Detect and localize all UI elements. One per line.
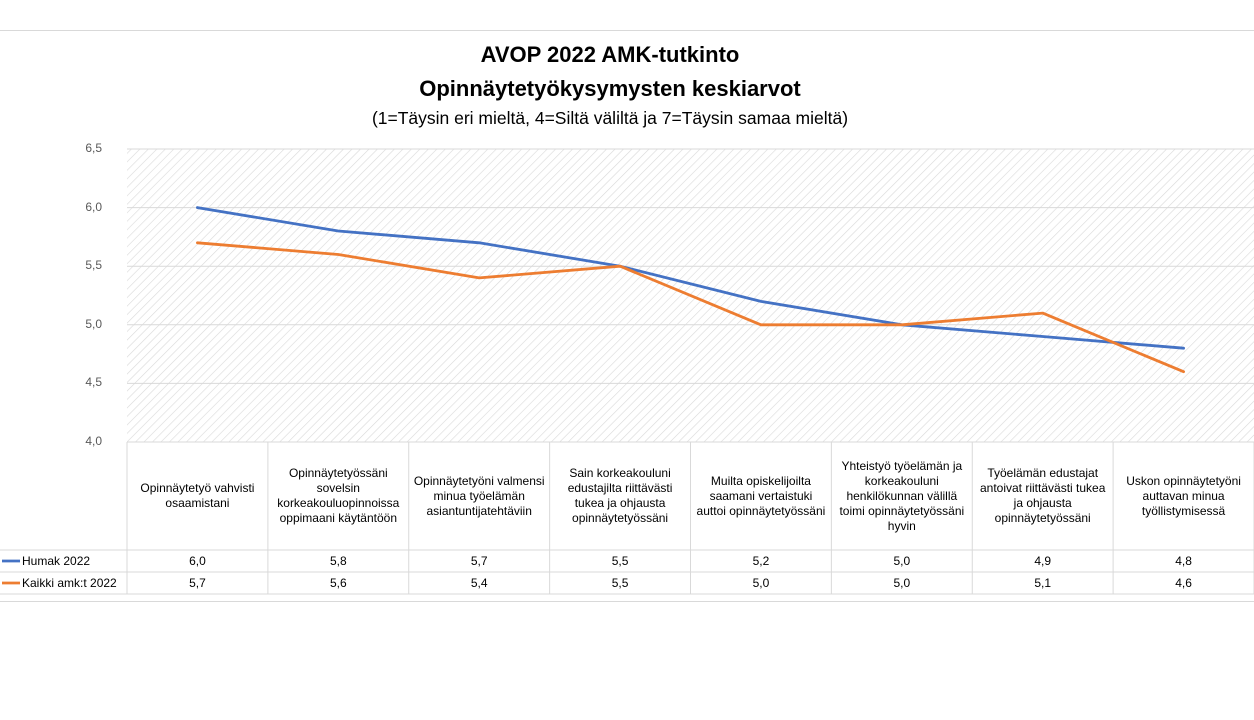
y-tick-label: 4,5 <box>85 375 102 390</box>
y-tick-label: 6,0 <box>85 199 102 214</box>
category-label: Uskon opinnäytetyöni auttavan minua työl… <box>1126 473 1241 518</box>
category-label: Opinnäytetyössäni sovelsin korkeakouluop… <box>277 466 400 525</box>
category-label: Opinnäytetyö vahvisti osaamistani <box>140 481 255 510</box>
category-label: Yhteistyö työelämän ja korkeakouluni hen… <box>839 458 965 533</box>
series-line-1 <box>195 206 1185 350</box>
data-table-value: 5,5 <box>611 576 629 590</box>
chart-title: AVOP 2022 AMK-tutkinto <box>480 42 740 67</box>
category-label: Työelämän edustajat antoivat riittävästi… <box>979 466 1106 525</box>
data-table-value: 5,5 <box>611 554 629 568</box>
data-table-value: 5,0 <box>752 576 770 590</box>
y-tick-label: 4,0 <box>85 434 102 448</box>
data-table-value: 5,4 <box>470 576 488 590</box>
category-label: Opinnäytetyöni valmensi minua työelämän … <box>413 473 545 518</box>
chart-subtitle: Opinnäytetyökysymysten keskiarvot <box>419 76 801 101</box>
chart-scale-note: (1=Täysin eri mieltä, 4=Siltä väliltä ja… <box>371 108 849 128</box>
data-table-value: 5,0 <box>893 554 911 568</box>
y-tick-label: 5,0 <box>85 316 102 331</box>
category-label: Sain korkeakouluni edustajilta riittäväs… <box>567 466 673 525</box>
y-tick-label: 5,5 <box>85 258 102 273</box>
data-table-value: 6,0 <box>189 554 206 568</box>
data-table-value: 4,9 <box>1034 554 1052 568</box>
data-table-value: 5,1 <box>1034 576 1052 590</box>
data-table-value: 5,2 <box>752 554 770 568</box>
y-tick-label: 6,5 <box>85 141 102 155</box>
data-table-value: 5,6 <box>329 576 347 590</box>
category-label: Muilta opiskelijoilta saamani vertaistuk… <box>696 473 826 518</box>
data-table-value: 4,8 <box>1175 554 1192 568</box>
legend-label-1: Humak 2022 <box>22 554 91 568</box>
data-table-value: 5,8 <box>329 554 347 568</box>
series-line-2 <box>195 241 1185 374</box>
data-table-value: 5,7 <box>189 576 206 590</box>
legend-label-2: Kaikki amk:t 2022 <box>22 576 117 590</box>
data-table-value: 5,0 <box>893 576 911 590</box>
chart-frame <box>0 30 1254 602</box>
data-table-value: 4,6 <box>1175 576 1192 590</box>
data-table-value: 5,7 <box>470 554 488 568</box>
